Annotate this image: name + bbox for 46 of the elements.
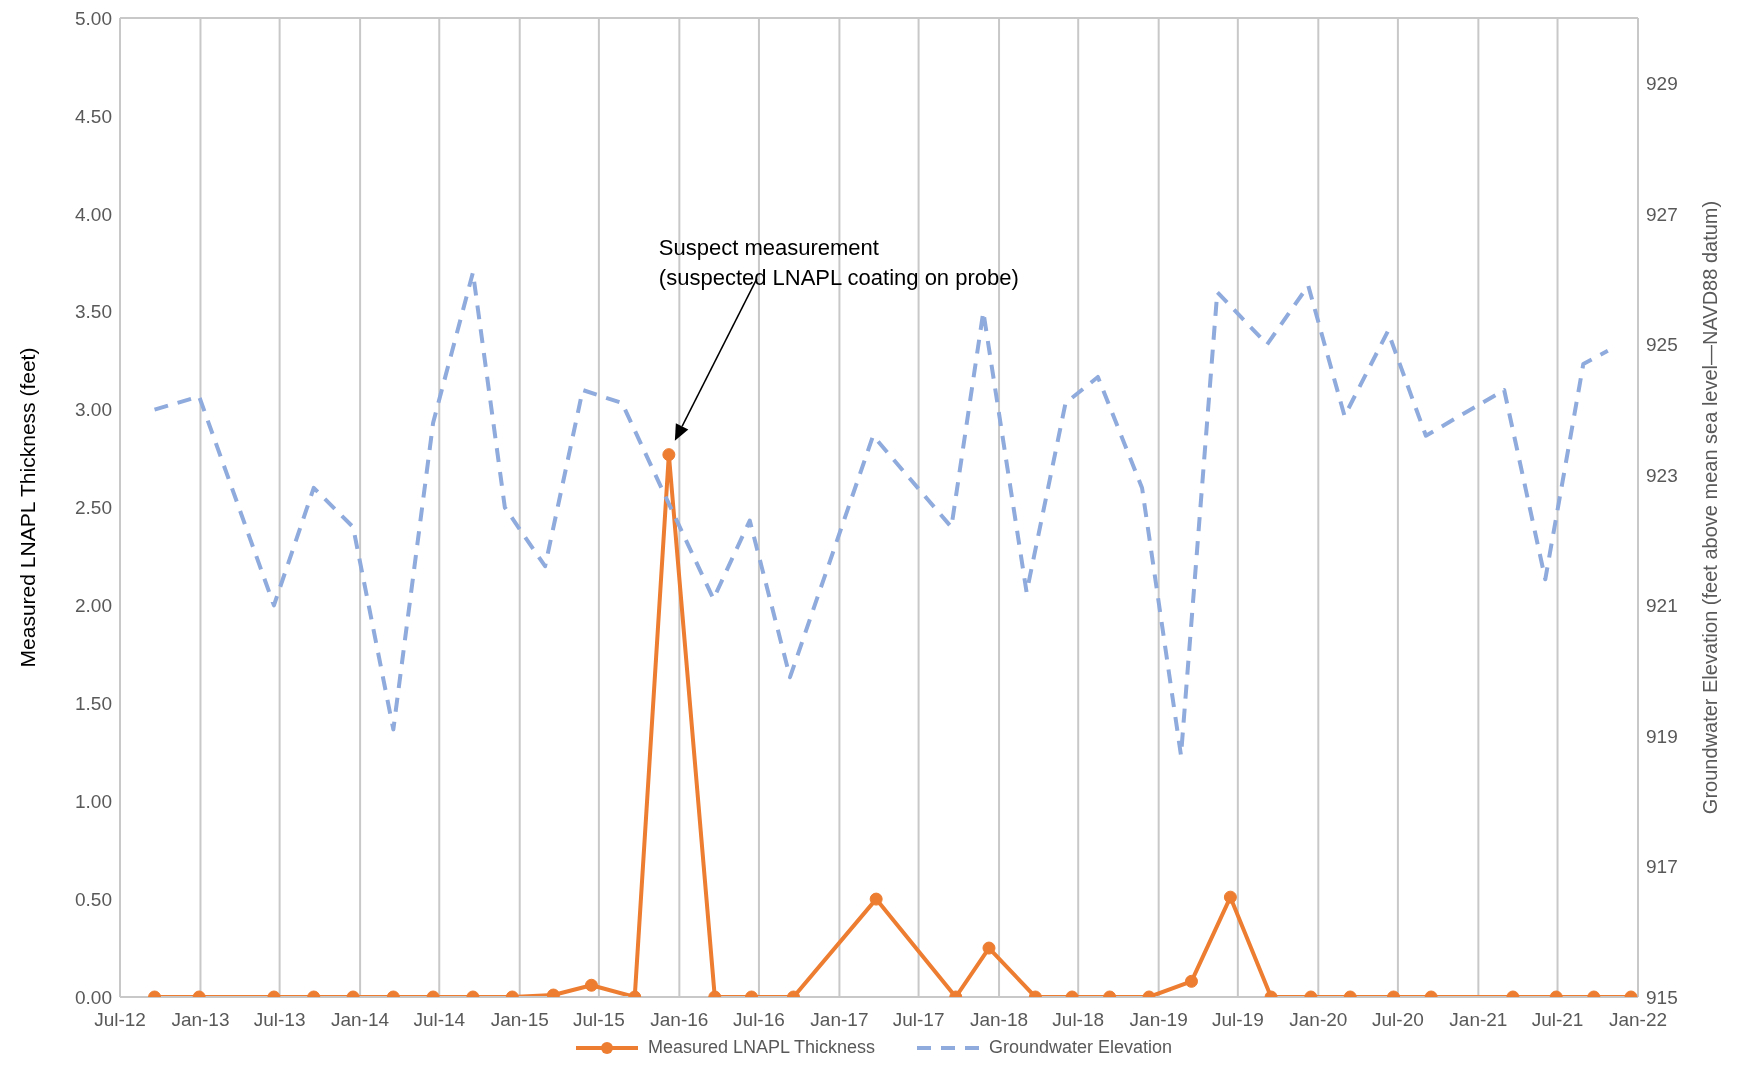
y2-tick-label: 917 bbox=[1646, 856, 1678, 878]
y-tick-label: 4.50 bbox=[75, 105, 112, 127]
y-tick-label: 0.00 bbox=[75, 986, 112, 1008]
annotation: Suspect measurement (suspected LNAPL coating on probe) bbox=[658, 234, 1019, 290]
x-tick-label: Jul-13 bbox=[253, 1009, 306, 1031]
x-tick-label: Jan-21 bbox=[1449, 1009, 1508, 1031]
y2-axis-title: Groundwater Elevation (feet above mean sea level—NAVD88 datum) bbox=[1699, 200, 1722, 815]
y-tick-label: 3.00 bbox=[75, 399, 112, 421]
x-tick-label: Jul-15 bbox=[573, 1009, 625, 1031]
y2-tick-label: 929 bbox=[1646, 73, 1678, 95]
x-tick-label: Jan-22 bbox=[1608, 1009, 1668, 1031]
y2-tick-label: 921 bbox=[1646, 595, 1678, 617]
y-tick-label: 1.00 bbox=[75, 790, 112, 812]
legend-label: Groundwater Elevation bbox=[989, 1037, 1173, 1058]
y-axis-title: Measured LNAPL Thickness (feet) bbox=[16, 347, 40, 668]
x-tick-label: Jul-19 bbox=[1211, 1009, 1264, 1031]
x-tick-label: Jan-15 bbox=[490, 1009, 549, 1031]
x-tick-label: Jan-17 bbox=[810, 1009, 869, 1031]
y-tick-label: 2.00 bbox=[75, 595, 112, 617]
x-tick-label: Jan-20 bbox=[1289, 1009, 1348, 1031]
y2-tick-label: 915 bbox=[1646, 986, 1678, 1008]
x-tick-label: Jan-18 bbox=[969, 1009, 1029, 1031]
y-tick-label: 2.50 bbox=[75, 497, 112, 519]
y-tick-label: 5.00 bbox=[75, 7, 112, 29]
point bbox=[662, 448, 676, 462]
y-tick-label: 0.50 bbox=[75, 888, 112, 910]
y-tick-label: 1.50 bbox=[75, 693, 112, 715]
x-tick-label: Jan-13 bbox=[171, 1009, 230, 1031]
x-tick-label: Jan-14 bbox=[331, 1009, 390, 1031]
x-tick-label: Jan-19 bbox=[1129, 1009, 1188, 1031]
x-tick-label: Jan-16 bbox=[650, 1009, 709, 1031]
y-tick-label: 3.50 bbox=[75, 301, 112, 323]
x-tick-label: Jul-17 bbox=[892, 1009, 945, 1031]
y-tick-label: 4.00 bbox=[75, 203, 112, 225]
y2-tick-label: 927 bbox=[1646, 203, 1678, 225]
line-series bbox=[152, 270, 1610, 758]
x-tick-label: Jul-16 bbox=[733, 1009, 785, 1031]
x-tick-label: Jul-20 bbox=[1372, 1009, 1424, 1031]
x-tick-label: Jul-12 bbox=[94, 1009, 146, 1031]
y2-tick-label: 925 bbox=[1646, 334, 1678, 356]
x-tick-label: Jul-18 bbox=[1052, 1009, 1105, 1031]
y2-tick-label: 919 bbox=[1646, 725, 1678, 747]
y2-tick-label: 923 bbox=[1646, 464, 1678, 486]
x-tick-label: Jul-21 bbox=[1531, 1009, 1584, 1031]
x-tick-label: Jul-14 bbox=[413, 1009, 466, 1031]
legend-label: Measured LNAPL Thickness bbox=[647, 1037, 875, 1058]
